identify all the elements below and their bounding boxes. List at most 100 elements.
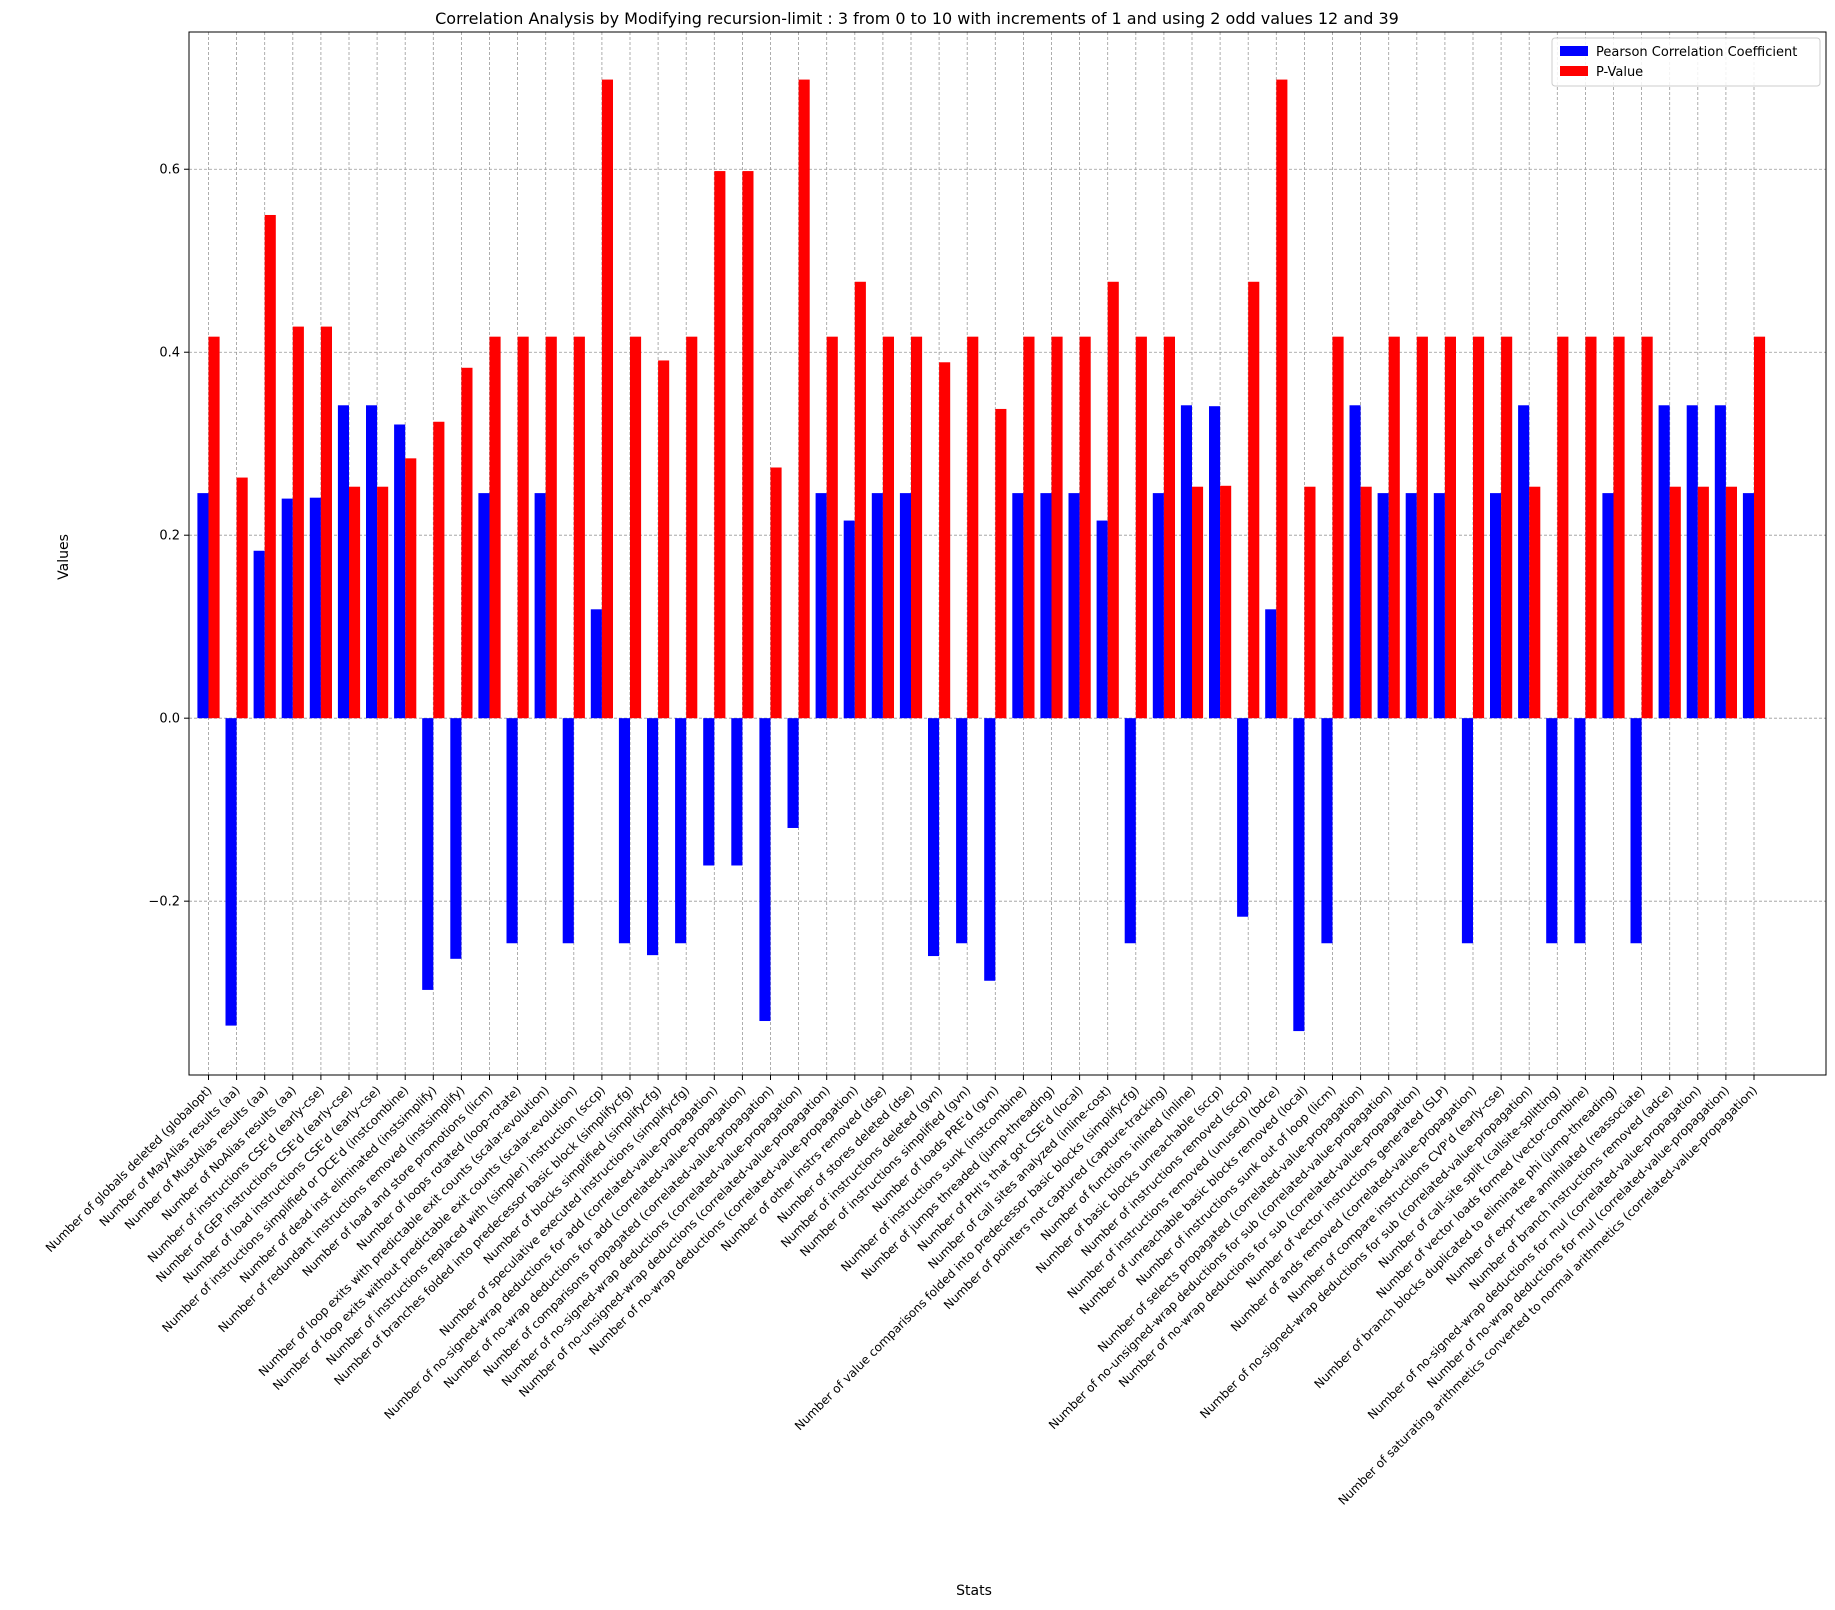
p-value-bar xyxy=(1304,486,1316,719)
pearson-bar xyxy=(1180,405,1192,719)
pearson-bar xyxy=(1377,493,1389,719)
p-value-bar xyxy=(405,458,417,719)
pearson-bar xyxy=(1490,493,1502,719)
p-value-bar xyxy=(1641,336,1653,719)
p-value-bar xyxy=(1135,336,1147,719)
p-value-bar xyxy=(1585,336,1597,719)
x-axis-label: Stats xyxy=(956,1583,992,1599)
p-value-bar xyxy=(714,171,726,719)
pearson-bar xyxy=(1686,405,1698,719)
pearson-bar xyxy=(309,497,321,719)
pearson-bar xyxy=(394,424,406,719)
p-value-bar xyxy=(742,171,754,719)
p-value-bar xyxy=(545,336,557,719)
pearson-bar xyxy=(1602,493,1614,719)
p-value-bar xyxy=(1388,336,1400,719)
y-tick-label: 0.4 xyxy=(159,346,180,361)
pearson-bar xyxy=(1433,493,1445,719)
plot-frame xyxy=(188,31,1827,1076)
y-axis-label: Values xyxy=(56,534,72,580)
pearson-bar xyxy=(253,550,265,719)
pearson-bar xyxy=(1265,609,1277,719)
p-value-bar xyxy=(1276,79,1288,719)
pearson-bar xyxy=(956,718,968,944)
pearson-bar xyxy=(759,718,771,1022)
pearson-bar xyxy=(1209,406,1221,719)
legend-swatch xyxy=(1560,46,1588,56)
pearson-bar xyxy=(1518,405,1530,719)
pearson-bar xyxy=(337,405,349,719)
p-value-bar xyxy=(939,362,951,719)
p-value-bar xyxy=(1725,486,1737,719)
pearson-bar xyxy=(281,498,293,719)
pearson-bar xyxy=(450,718,462,959)
pearson-bar xyxy=(899,493,911,719)
p-value-bar xyxy=(1473,336,1485,719)
pearson-bar xyxy=(506,718,518,944)
pearson-bar xyxy=(562,718,574,944)
y-tick-label: 0.0 xyxy=(159,712,180,727)
p-value-bar xyxy=(1669,486,1681,719)
p-value-bar xyxy=(1192,486,1204,719)
p-value-bar xyxy=(1332,336,1344,719)
pearson-bar xyxy=(1237,718,1249,917)
chart-title: Correlation Analysis by Modifying recurs… xyxy=(435,9,1399,28)
p-value-bar xyxy=(433,421,445,719)
p-value-bar xyxy=(1529,486,1541,719)
p-value-bar xyxy=(1501,336,1513,719)
pearson-bar xyxy=(197,493,209,719)
p-value-bar xyxy=(995,408,1007,719)
p-value-bar xyxy=(489,336,501,719)
legend-box xyxy=(1551,37,1821,87)
p-value-bar xyxy=(601,79,613,719)
p-value-bar xyxy=(1416,336,1428,719)
pearson-bar xyxy=(1293,718,1305,1032)
pearson-bar xyxy=(1068,493,1080,719)
pearson-bar xyxy=(1040,493,1052,719)
pearson-bar xyxy=(843,520,855,719)
p-value-bar xyxy=(798,79,810,719)
p-value-bar xyxy=(377,486,389,719)
p-value-bar xyxy=(854,281,866,719)
pearson-bar xyxy=(534,493,546,719)
p-value-bar xyxy=(1023,336,1035,719)
y-tick-label: 0.2 xyxy=(159,529,180,544)
p-value-bar xyxy=(1754,336,1766,719)
pearson-bar xyxy=(618,718,630,944)
pearson-bar xyxy=(366,405,378,719)
p-value-bar xyxy=(911,336,923,719)
p-value-bar xyxy=(826,336,838,719)
pearson-bar xyxy=(1096,520,1108,719)
p-value-bar xyxy=(208,336,220,719)
pearson-bar xyxy=(1630,718,1642,944)
legend: Pearson Correlation Coefficient P-Value xyxy=(1551,37,1821,87)
legend-label: Pearson Correlation Coefficient xyxy=(1596,45,1797,60)
pearson-bar xyxy=(1658,405,1670,719)
y-tick-label: 0.6 xyxy=(159,163,180,178)
pearson-bar xyxy=(871,493,883,719)
pearson-bar xyxy=(675,718,687,944)
p-value-bar xyxy=(1697,486,1709,719)
y-tick-label: −0.2 xyxy=(148,895,180,910)
p-value-bar xyxy=(264,214,276,719)
legend-label: P-Value xyxy=(1596,65,1643,80)
pearson-bar xyxy=(1574,718,1586,944)
pearson-bar xyxy=(815,493,827,719)
pearson-bar xyxy=(225,718,237,1026)
pearson-bar xyxy=(1461,718,1473,944)
pearson-bar xyxy=(928,718,940,957)
p-value-bar xyxy=(882,336,894,719)
p-value-bar xyxy=(770,467,782,719)
pearson-bar xyxy=(703,718,715,866)
bars xyxy=(197,79,1766,1032)
pearson-bar xyxy=(1742,493,1754,719)
pearson-bar xyxy=(422,718,434,990)
p-value-bar xyxy=(320,326,332,719)
p-value-bar xyxy=(658,360,670,719)
pearson-bar xyxy=(731,718,743,866)
p-value-bar xyxy=(1220,485,1232,719)
p-value-bar xyxy=(1079,336,1091,719)
pearson-bar xyxy=(1405,493,1417,719)
p-value-bar xyxy=(1557,336,1569,719)
